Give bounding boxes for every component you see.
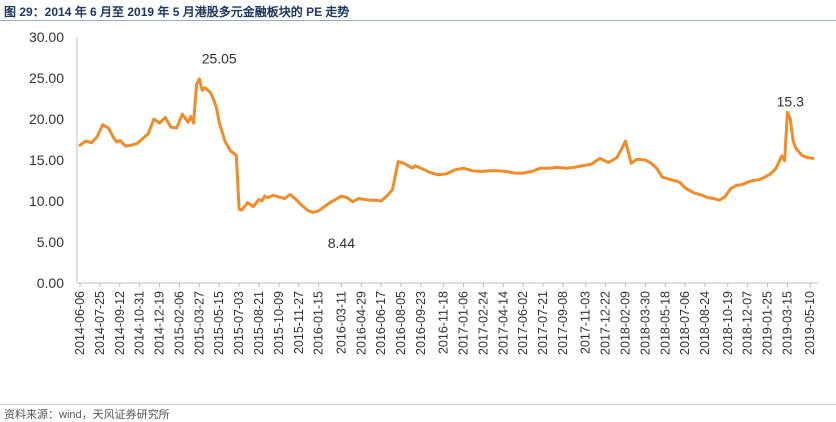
y-tick-label: 20.00: [29, 111, 64, 127]
x-tick-label: 2016-01-15: [312, 291, 326, 355]
x-tick-label: 2019-05-10: [803, 291, 817, 355]
x-tick-label: 2017-04-14: [496, 291, 510, 355]
x-tick-label: 2014-07-25: [93, 291, 107, 355]
x-tick-label: 2019-01-25: [761, 291, 775, 355]
x-tick-label: 2016-08-05: [394, 291, 408, 355]
y-tick-label: 0.00: [37, 275, 64, 291]
x-tick-label: 2018-03-30: [638, 291, 652, 355]
x-tick-label: 2015-03-27: [192, 291, 206, 355]
x-tick-label: 2019-03-15: [780, 291, 794, 355]
y-tick-label: 5.00: [37, 234, 64, 250]
x-tick-label: 2016-04-29: [354, 291, 368, 355]
x-axis: 2014-06-06 2014-07-25 2014-09-12 2014-10-31…: [73, 282, 818, 355]
footer-rule: [0, 404, 836, 405]
x-tick-label: 2018-07-06: [678, 291, 692, 355]
title-rule: [0, 20, 836, 21]
x-tick-label: 2015-10-09: [272, 291, 286, 355]
data-label: 8.44: [328, 235, 355, 251]
data-label: 25.05: [202, 51, 237, 67]
x-tick-label: 2015-11-27: [292, 291, 306, 354]
x-tick-label: 2015-08-21: [252, 291, 266, 355]
x-tick-label: 2016-03-11: [334, 291, 348, 354]
x-tick-label: 2015-05-15: [212, 291, 226, 355]
x-tick-label: 2016-06-17: [374, 291, 388, 355]
y-tick-label: 30.00: [29, 29, 64, 45]
y-tick-label: 25.00: [29, 70, 64, 86]
x-tick-label: 2017-11-03: [579, 291, 593, 354]
x-tick-label: 2016-09-23: [414, 291, 428, 355]
x-tick-label: 2014-09-12: [113, 291, 127, 355]
y-tick-label: 15.00: [29, 152, 64, 168]
pe-line-chart: 0.00 5.00 10.00 15.00 20.00 25.00 30.00 2014-0…: [29, 29, 818, 355]
pe-series-line: [78, 77, 815, 214]
source-note: 资料来源：wind，天风证券研究所: [4, 409, 170, 421]
x-tick-label: 2014-10-31: [133, 291, 147, 355]
y-tick-label: 10.00: [29, 193, 64, 209]
plot-area: [78, 77, 815, 214]
x-tick-label: 2015-07-03: [232, 291, 246, 355]
x-tick-label: 2018-05-18: [658, 291, 672, 355]
data-label: 15.3: [777, 94, 804, 110]
x-tick-label: 2018-10-19: [721, 291, 735, 355]
x-tick-label: 2015-02-06: [172, 291, 186, 355]
y-axis: 0.00 5.00 10.00 15.00 20.00 25.00 30.00: [29, 29, 78, 291]
x-tick-label: 2017-06-02: [516, 291, 530, 355]
annotations: 25.05 8.44 15.3: [202, 51, 804, 251]
x-tick-label: 2018-02-09: [618, 291, 632, 355]
x-tick-label: 2014-06-06: [73, 291, 87, 355]
x-tick-label: 2017-07-21: [536, 291, 550, 355]
x-tick-label: 2014-12-19: [153, 291, 167, 355]
x-tick-label: 2017-12-22: [599, 291, 613, 355]
x-tick-label: 2017-02-24: [476, 291, 490, 355]
x-tick-label: 2017-01-06: [457, 291, 471, 355]
x-tick-label: 2018-08-24: [698, 291, 712, 355]
figure-title: 图 29：2014 年 6 月至 2019 年 5 月港股多元金融板块的 PE …: [4, 5, 350, 19]
x-tick-label: 2016-11-18: [437, 291, 451, 354]
x-tick-label: 2017-09-08: [556, 291, 570, 355]
x-tick-label: 2018-12-07: [741, 291, 755, 355]
